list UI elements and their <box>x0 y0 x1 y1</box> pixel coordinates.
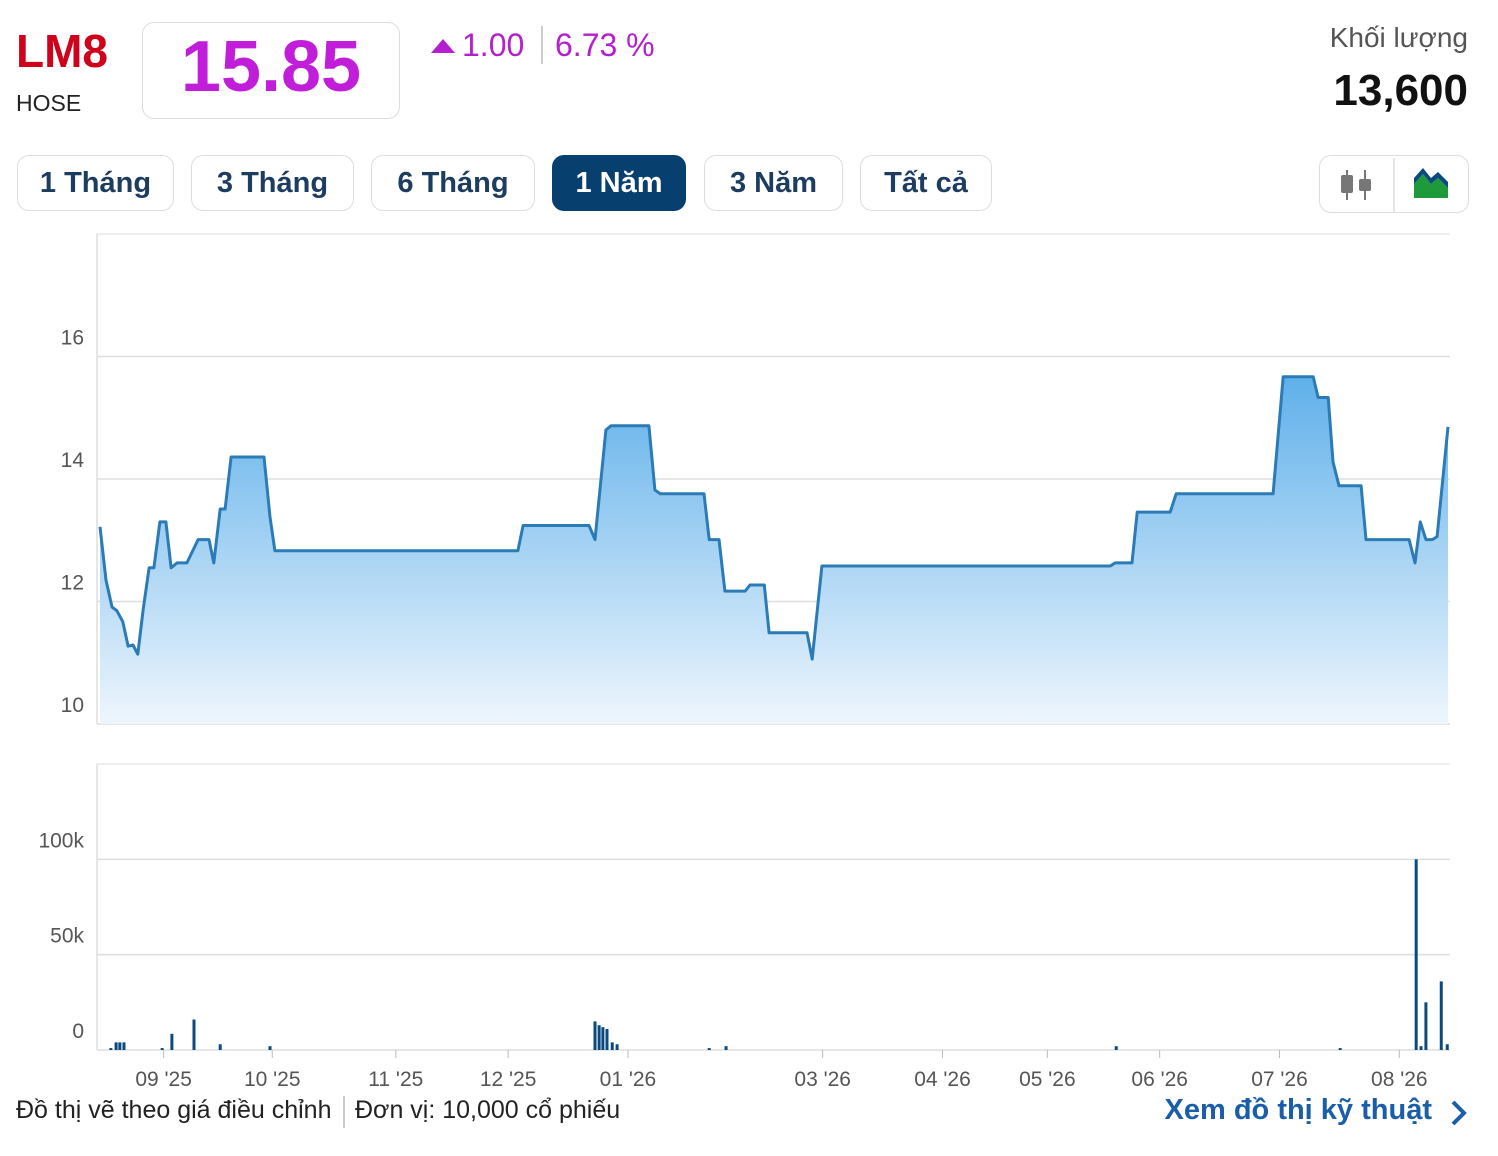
range-tab[interactable]: 1 Tháng <box>17 155 174 211</box>
change: 1.00 <box>462 27 525 63</box>
volume-bar <box>610 1042 614 1050</box>
price-area <box>100 376 1448 724</box>
volume-bar <box>707 1048 711 1050</box>
volume-bar <box>218 1044 222 1050</box>
range-tab[interactable]: 3 Năm <box>704 155 843 211</box>
price-box <box>142 22 400 119</box>
y-tick-label: 50k <box>50 925 84 948</box>
range-tab[interactable]: 1 Năm <box>552 155 686 211</box>
volume-bar <box>1424 1002 1428 1050</box>
x-tick-label: 05 '26 <box>1019 1068 1076 1091</box>
volume-bar <box>118 1042 122 1050</box>
chart-type-icons <box>1341 158 1448 212</box>
x-tick-label: 07 '26 <box>1251 1068 1308 1091</box>
range-tab[interactable]: 6 Tháng <box>371 155 535 211</box>
symbol: LM8 <box>16 25 108 77</box>
up-arrow <box>431 39 455 53</box>
volume-bar <box>170 1033 174 1050</box>
y-tick-label: 100k <box>38 829 84 852</box>
exchange: HOSE <box>16 90 82 116</box>
x-tick-label: 12 '25 <box>480 1068 537 1091</box>
volume-bar <box>114 1042 118 1050</box>
volume-label: Khối lượng <box>1329 22 1468 53</box>
volume-bar <box>109 1048 113 1050</box>
chevron <box>1451 1100 1467 1126</box>
y-tick-label: 10 <box>61 694 84 717</box>
volume-bar <box>160 1048 164 1050</box>
volume-bar <box>597 1025 601 1050</box>
separator <box>343 1096 345 1128</box>
volume-bar <box>268 1046 272 1050</box>
volume-bar <box>122 1042 126 1050</box>
technical-chart-link[interactable]: Xem đồ thị kỹ thuật <box>1164 1094 1432 1126</box>
x-tick-label: 06 '26 <box>1131 1068 1188 1091</box>
volume-bar <box>1439 981 1443 1050</box>
volume-bar <box>724 1046 728 1050</box>
volume-bar <box>601 1027 605 1050</box>
volume: 13,600 <box>1333 66 1468 115</box>
y-tick-label: 0 <box>72 1020 84 1043</box>
footer-note: Đồ thị vẽ theo giá điều chỉnh <box>16 1096 332 1124</box>
volume-bar <box>1445 1044 1449 1050</box>
x-tick-label: 11 '25 <box>368 1068 423 1091</box>
chart-type-toggle[interactable] <box>1319 155 1469 213</box>
change-percent: 6.73 % <box>555 27 655 63</box>
x-tick-label: 01 '26 <box>600 1068 657 1091</box>
volume-bar <box>593 1021 597 1050</box>
x-tick-label: 09 '25 <box>135 1068 192 1091</box>
price: 15.85 <box>180 27 362 107</box>
price-line <box>98 375 1450 661</box>
y-tick-label: 16 <box>61 327 84 350</box>
volume-bar <box>605 1029 609 1050</box>
volume-bar <box>1419 1046 1423 1050</box>
volume-bar <box>1114 1046 1118 1050</box>
footer-unit: Đơn vị: 10,000 cổ phiếu <box>355 1096 621 1124</box>
volume-bar <box>1414 859 1418 1050</box>
separator <box>541 26 543 64</box>
x-tick-label: 03 '26 <box>794 1068 851 1091</box>
x-tick-label: 04 '26 <box>914 1068 971 1091</box>
y-tick-label: 14 <box>61 449 85 472</box>
x-tick-label: 08 '26 <box>1371 1068 1428 1091</box>
range-tab[interactable]: 3 Tháng <box>191 155 354 211</box>
y-tick-label: 12 <box>61 572 84 595</box>
x-tick-label: 10 '25 <box>244 1068 301 1091</box>
range-tab[interactable]: Tất cả <box>860 155 992 211</box>
volume-bar <box>192 1019 196 1050</box>
volume-bar <box>1338 1048 1342 1050</box>
volume-bar <box>615 1044 619 1050</box>
